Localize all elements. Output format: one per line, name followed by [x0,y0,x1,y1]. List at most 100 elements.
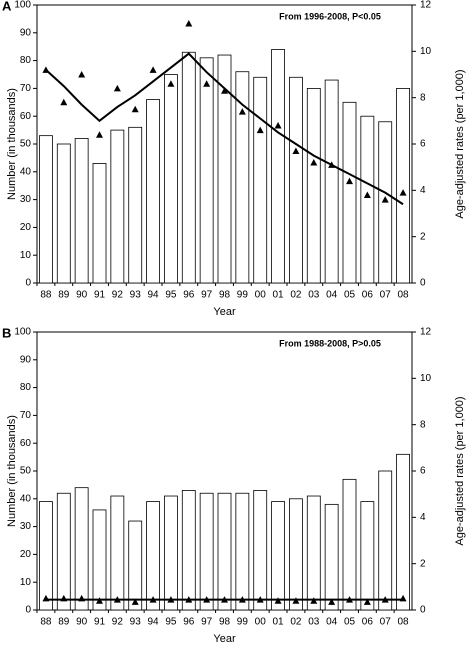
bar [74,138,89,284]
rate-marker [328,598,336,605]
bar [164,495,178,611]
bar [396,88,410,284]
x-axis-label: Year [213,633,236,645]
x-tick-label: 94 [148,290,160,301]
y-tick-label: 30 [20,194,32,205]
x-tick-label: 90 [76,617,88,628]
bar [39,135,53,284]
bar [396,453,410,611]
y2-tick-label: 4 [420,185,426,196]
x-tick-label: 88 [40,617,52,628]
y-tick-label: 20 [20,549,32,560]
y2-tick-label: 0 [420,278,426,289]
bar [199,57,214,284]
bar [199,492,214,611]
x-tick-label: 08 [398,290,410,301]
bar [110,495,125,611]
y2-tick-label: 10 [420,373,432,384]
rate-marker [346,177,353,185]
y2-tick-label: 8 [420,419,426,430]
y-axis-label: Number (in thousands) [6,415,18,527]
bar [146,501,160,611]
x-tick-label: 00 [255,617,267,628]
bar [289,76,303,284]
bar [110,129,125,284]
y2-axis-label: Age-adjusted rates (per 1,000) [454,69,466,218]
bar [164,74,178,284]
bar [181,51,196,284]
y-tick-label: 30 [20,521,32,532]
y2-tick-label: 6 [420,139,426,150]
x-tick-label: 90 [76,290,88,301]
bar [217,492,232,611]
bar [92,163,107,284]
bar [342,478,357,611]
bar [306,88,321,284]
bar [56,143,71,284]
rate-marker [256,126,264,134]
y-tick-label: 0 [25,278,31,289]
panel-label: B [2,325,11,340]
y2-tick-label: 12 [420,327,432,338]
bar [378,470,393,611]
y2-tick-label: 6 [420,466,426,477]
trend-line [45,52,404,206]
x-tick-label: 93 [130,290,142,301]
x-tick-label: 07 [380,290,392,301]
y-tick-label: 80 [20,382,32,393]
y-tick-label: 40 [20,166,32,177]
y-tick-label: 40 [20,493,32,504]
bar [253,76,268,284]
x-tick-label: 01 [273,290,285,301]
y-tick-label: 100 [14,0,31,11]
bar [235,71,250,284]
x-tick-label: 93 [130,617,142,628]
x-tick-label: 91 [94,617,106,628]
x-tick-label: 06 [362,617,374,628]
rate-marker [131,598,139,605]
x-tick-label: 02 [290,290,302,301]
x-tick-label: 05 [344,617,356,628]
x-tick-label: 04 [326,290,338,301]
rate-marker [221,87,228,94]
y-tick-label: 10 [20,250,32,261]
bar [128,520,143,611]
x-tick-label: 02 [290,617,302,628]
y-tick-label: 20 [20,222,32,233]
y2-axis-label: Age-adjusted rates (per 1,000) [454,396,466,545]
x-tick-label: 04 [326,617,338,628]
x-tick-label: 95 [165,617,177,628]
y2-tick-label: 0 [420,605,426,616]
bar [181,490,196,611]
bar [253,490,268,611]
x-tick-label: 06 [362,290,374,301]
bar [74,487,89,611]
bar [235,492,250,611]
x-tick-label: 92 [112,290,124,301]
x-tick-label: 94 [148,617,160,628]
bar [360,115,375,284]
y2-tick-label: 2 [420,558,426,569]
x-tick-label: 98 [219,617,231,628]
x-tick-label: 00 [255,290,267,301]
x-tick-label: 95 [165,290,177,301]
y2-tick-label: 4 [420,512,426,523]
x-tick-label: 03 [308,290,320,301]
y-tick-label: 0 [25,605,31,616]
rate-marker [78,71,86,78]
x-tick-label: 91 [94,290,106,301]
rate-marker [131,105,139,113]
y-tick-label: 80 [20,55,32,66]
y2-tick-label: 2 [420,231,426,242]
bar [39,501,53,611]
bar [271,49,285,284]
rate-marker [96,131,103,138]
rate-marker [149,66,157,73]
panel-label: A [2,0,12,13]
rate-marker [238,108,246,115]
y2-tick-label: 12 [420,0,432,11]
x-tick-label: 97 [201,290,213,301]
annotation: From 1996-2008, P<0.05 [279,11,381,21]
rate-marker [399,189,407,196]
